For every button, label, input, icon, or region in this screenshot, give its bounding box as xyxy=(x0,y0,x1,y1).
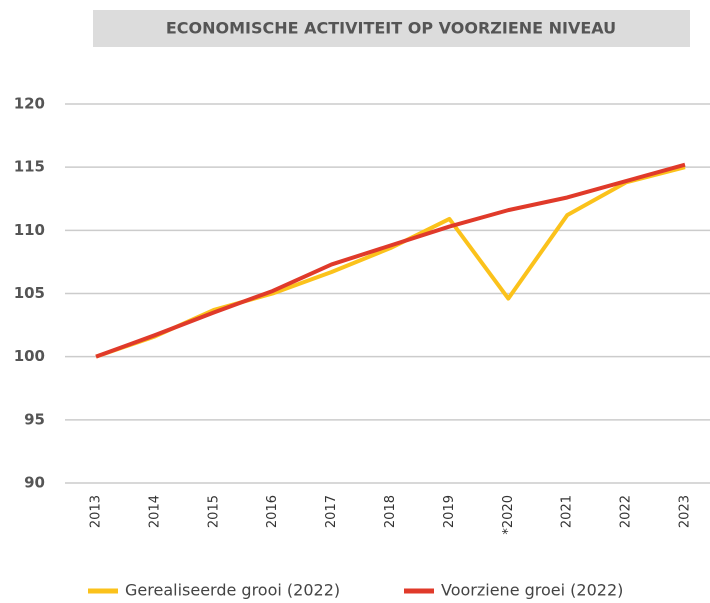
y-tick-label: 120 xyxy=(14,95,45,113)
x-tick-label: 2014 xyxy=(147,495,162,528)
x-tick-label: 2015 xyxy=(206,495,221,528)
y-tick-label: 90 xyxy=(24,474,45,492)
y-tick-label: 105 xyxy=(14,284,45,302)
line xyxy=(95,165,686,359)
x-tick-label: 2018 xyxy=(383,495,398,528)
title-box xyxy=(93,10,690,47)
legend-label: Gerealiseerde grooi (2022) xyxy=(125,581,340,600)
line xyxy=(95,162,686,359)
x-tick-label: *2020 xyxy=(501,495,516,535)
chart-title: ECONOMISCHE ACTIVITEIT OP VOORZIENE NIVE… xyxy=(166,19,616,38)
x-tick-label: 2017 xyxy=(324,495,339,528)
y-tick-label: 110 xyxy=(14,221,45,239)
x-tick-label: 2013 xyxy=(89,495,104,528)
x-tick-label: 2019 xyxy=(442,495,457,528)
y-tick-label: 100 xyxy=(14,347,45,365)
x-tick-label: 2022 xyxy=(619,495,634,528)
x-tick-label: 2016 xyxy=(265,495,280,528)
y-tick-label: 95 xyxy=(24,410,45,428)
x-tick-label: 2021 xyxy=(560,495,575,528)
x-tick-label: 2023 xyxy=(678,495,693,528)
legend-label: Voorziene groei (2022) xyxy=(441,581,623,600)
y-tick-label: 115 xyxy=(14,158,45,176)
